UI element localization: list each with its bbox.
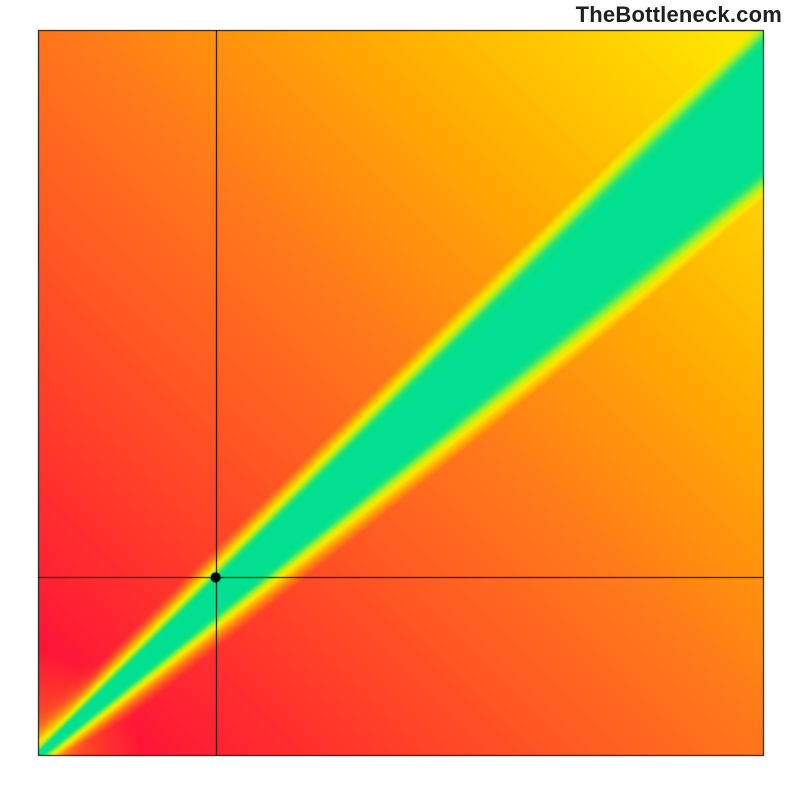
watermark-label: TheBottleneck.com bbox=[576, 2, 782, 28]
chart-container: TheBottleneck.com bbox=[0, 0, 800, 800]
heatmap-canvas bbox=[0, 0, 800, 800]
